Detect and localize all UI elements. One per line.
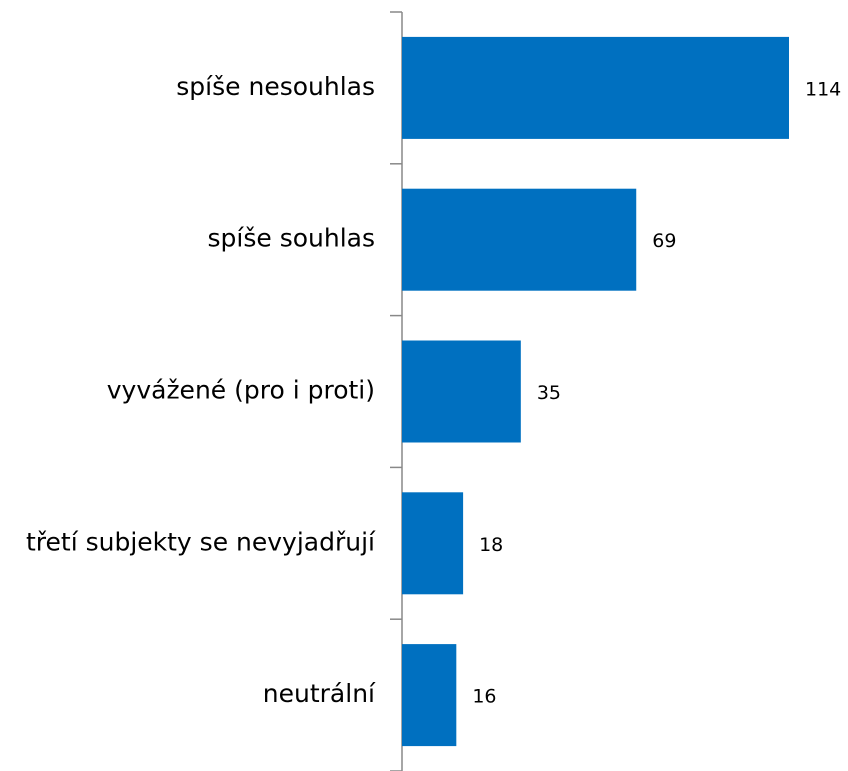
value-label: 69: [652, 230, 676, 252]
bar: [402, 36, 789, 139]
bar: [402, 340, 521, 443]
bar: [402, 492, 464, 595]
value-label: 114: [805, 78, 841, 100]
value-label: 18: [479, 534, 503, 556]
category-label: vyvážené (pro i proti): [107, 376, 375, 405]
category-label: spíše souhlas: [208, 224, 376, 253]
value-label: 35: [537, 382, 561, 404]
category-label: spíše nesouhlas: [176, 72, 375, 101]
bar: [402, 188, 637, 291]
category-label: třetí subjekty se nevyjadřují: [26, 527, 376, 556]
value-label: 16: [472, 686, 496, 708]
category-label: neutrální: [263, 679, 376, 708]
bar: [402, 644, 457, 747]
